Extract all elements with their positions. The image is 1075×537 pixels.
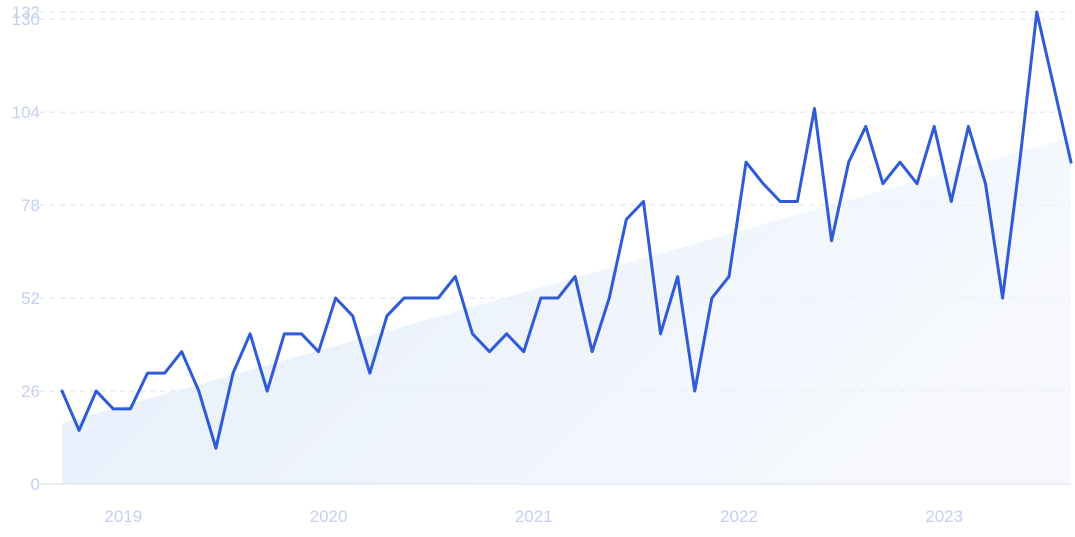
data-point <box>385 314 389 318</box>
x-tick-label: 2023 <box>925 507 963 526</box>
data-point <box>864 124 868 128</box>
data-point <box>1069 160 1073 164</box>
data-point <box>949 200 953 204</box>
data-point <box>830 239 834 243</box>
data-point <box>111 407 115 411</box>
y-tick-label: 78 <box>21 196 40 215</box>
x-tick-label: 2022 <box>720 507 758 526</box>
x-tick-label: 2019 <box>104 507 142 526</box>
data-point <box>983 182 987 186</box>
data-point <box>932 124 936 128</box>
data-point <box>1035 10 1039 14</box>
data-point <box>402 296 406 300</box>
data-point <box>146 371 150 375</box>
data-point <box>744 160 748 164</box>
data-point <box>94 389 98 393</box>
data-point <box>659 332 663 336</box>
data-point <box>77 428 81 432</box>
data-point <box>915 182 919 186</box>
data-point <box>197 389 201 393</box>
data-point <box>265 389 269 393</box>
x-axis-ticks: 2019 2020 2021 2022 2023 <box>104 507 963 526</box>
data-point <box>282 332 286 336</box>
data-point <box>351 314 355 318</box>
data-point <box>505 332 509 336</box>
data-point <box>419 296 423 300</box>
data-point <box>710 296 714 300</box>
y-tick-label: 104 <box>12 103 40 122</box>
data-point <box>180 350 184 354</box>
data-point <box>898 160 902 164</box>
data-point <box>607 296 611 300</box>
data-point <box>453 275 457 279</box>
data-point <box>60 389 64 393</box>
y-tick-label: 0 <box>31 475 40 494</box>
data-point <box>761 182 765 186</box>
y-tick-label: 26 <box>21 382 40 401</box>
y-tick-label: 130 <box>12 10 40 29</box>
data-point <box>1001 296 1005 300</box>
data-point <box>966 124 970 128</box>
data-point <box>436 296 440 300</box>
data-point <box>317 350 321 354</box>
series-line <box>60 10 1073 450</box>
data-point <box>163 371 167 375</box>
data-point <box>299 332 303 336</box>
data-point <box>573 275 577 279</box>
data-point <box>556 296 560 300</box>
data-point <box>334 296 338 300</box>
x-tick-label: 2021 <box>515 507 553 526</box>
data-point <box>812 107 816 111</box>
data-point <box>539 296 543 300</box>
data-point <box>624 217 628 221</box>
data-point <box>368 371 372 375</box>
data-point <box>214 446 218 450</box>
y-tick-label: 52 <box>21 289 40 308</box>
data-point <box>1018 160 1022 164</box>
data-point <box>847 160 851 164</box>
data-point <box>727 275 731 279</box>
x-tick-label: 2020 <box>310 507 348 526</box>
data-point <box>881 182 885 186</box>
data-point <box>590 350 594 354</box>
data-point <box>641 200 645 204</box>
data-point <box>470 332 474 336</box>
trend-area <box>62 137 1071 484</box>
data-point <box>795 200 799 204</box>
data-point <box>248 332 252 336</box>
data-point <box>676 275 680 279</box>
y-tick-label: 132 <box>12 3 40 22</box>
data-point <box>778 200 782 204</box>
data-point <box>488 350 492 354</box>
data-point <box>231 371 235 375</box>
data-point <box>522 350 526 354</box>
data-point <box>128 407 132 411</box>
data-point <box>693 389 697 393</box>
data-point <box>1052 85 1056 89</box>
